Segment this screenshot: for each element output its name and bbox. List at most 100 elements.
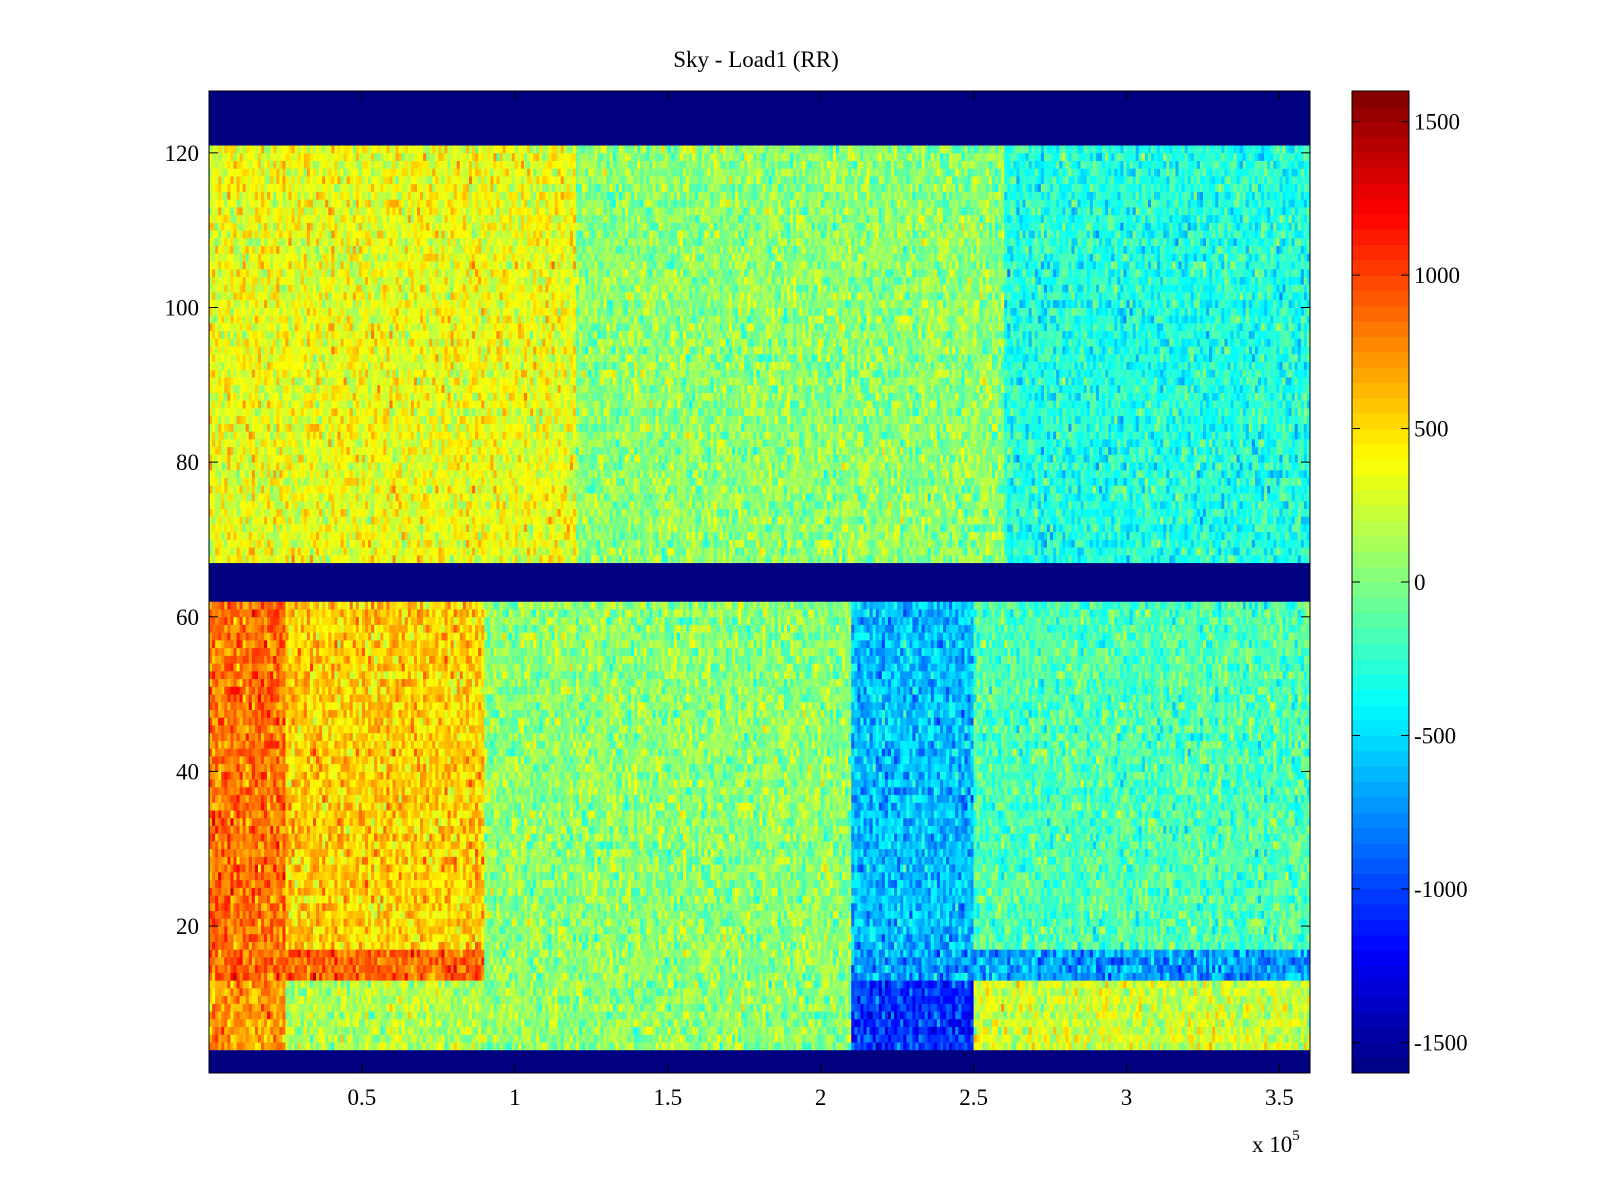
heatmap-cell [282,957,286,966]
heatmap-cell [349,1042,354,1051]
heatmap-cell [686,964,690,973]
heatmap-cell [731,1011,736,1020]
heatmap-cell [643,987,647,997]
heatmap-cell [1254,980,1259,989]
heatmap-cell [915,949,919,958]
heatmap-cell [1239,1003,1244,1012]
heatmap-cell [988,1003,993,1012]
heatmap-cell [569,1011,574,1020]
heatmap-cell [1046,941,1051,950]
heatmap-cell [450,1026,455,1035]
heatmap-cell [410,972,415,981]
heatmap-cell [1248,1034,1253,1043]
heatmap-cell [991,964,996,973]
heatmap-cell [1007,1026,1011,1035]
heatmap-cell [209,1018,213,1027]
heatmap-cell [860,957,864,966]
heatmap-cell [358,1034,363,1043]
heatmap-cell [735,1018,739,1027]
heatmap-cell [591,972,595,981]
heatmap-cell [814,1003,819,1012]
heatmap-cell [768,957,773,966]
heatmap-cell [1154,941,1158,950]
heatmap-cell [842,972,846,981]
heatmap-cell [221,941,225,950]
heatmap-cell [337,1011,341,1020]
heatmap-cell [478,980,482,989]
heatmap-cell [1215,1003,1219,1012]
heatmap-cell [1043,1018,1048,1027]
heatmap-cell [524,1003,528,1012]
heatmap-cell [823,1011,828,1020]
heatmap-cell [866,995,870,1004]
heatmap-cell [1086,972,1091,981]
heatmap-cell [961,1018,965,1027]
heatmap-cell [1175,964,1179,973]
heatmap-cell [652,957,656,966]
heatmap-cell [695,1042,699,1051]
heatmap-cell [1230,972,1234,981]
heatmap-cell [343,964,348,973]
heatmap-cell [1089,949,1094,958]
heatmap-cell [637,995,641,1004]
heatmap-cell [386,995,390,1004]
heatmap-cell [1157,995,1161,1004]
heatmap-cell [661,980,666,989]
heatmap-cell [768,1018,773,1027]
heatmap-cell [1306,980,1311,989]
heatmap-cell [1135,1034,1140,1043]
heatmap-cell [1199,1042,1204,1051]
heatmap-cell [426,941,430,950]
heatmap-cell [949,964,953,973]
heatmap-cell [502,964,507,973]
heatmap-cell [392,1011,396,1020]
heatmap-cell [572,1026,577,1035]
heatmap-cell [1013,995,1017,1004]
heatmap-cell [1071,1018,1075,1027]
heatmap-cell [1123,980,1127,989]
heatmap-cell [842,980,846,989]
heatmap-cell [468,1011,473,1020]
heatmap-cell [939,1018,944,1027]
heatmap-cell [808,957,812,966]
heatmap-cell [1102,949,1106,958]
heatmap-cell [679,949,684,958]
heatmap-cell [386,949,390,958]
heatmap-cell [1062,987,1066,997]
heatmap-cell [1071,1034,1075,1043]
heatmap-cell [851,987,855,997]
heatmap-cell [264,1034,268,1043]
heatmap-cell [487,972,491,981]
heatmap-cell [943,1018,947,1027]
heatmap-cell [322,1011,326,1020]
heatmap-cell [634,1003,638,1012]
heatmap-cell [279,1003,283,1012]
heatmap-cell [802,957,806,966]
heatmap-cell [1178,972,1182,981]
heatmap-cell [820,995,825,1004]
heatmap-cell [1019,972,1023,981]
heatmap-cell [548,1026,552,1035]
heatmap-cell [435,1011,439,1020]
heatmap-cell [1184,1018,1189,1027]
heatmap-cell [496,1018,500,1027]
heatmap-cell [829,1042,834,1051]
heatmap-cell [303,964,308,973]
heatmap-cell [380,949,384,958]
heatmap-cell [533,987,537,997]
heatmap-cell [264,980,268,989]
heatmap-cell [881,1003,886,1012]
heatmap-cell [891,1011,895,1020]
heatmap-cell [686,941,690,950]
heatmap-cell [658,1011,663,1020]
heatmap-cell [869,941,874,950]
heatmap-cell [869,987,874,997]
heatmap-cell [1267,980,1271,989]
heatmap-cell [1013,987,1017,997]
heatmap-cell [530,987,534,997]
heatmap-cell [478,1011,482,1020]
heatmap-cell [909,1026,913,1035]
heatmap-cell [1166,1018,1170,1027]
heatmap-cell [1233,987,1237,997]
heatmap-cell [906,941,910,950]
